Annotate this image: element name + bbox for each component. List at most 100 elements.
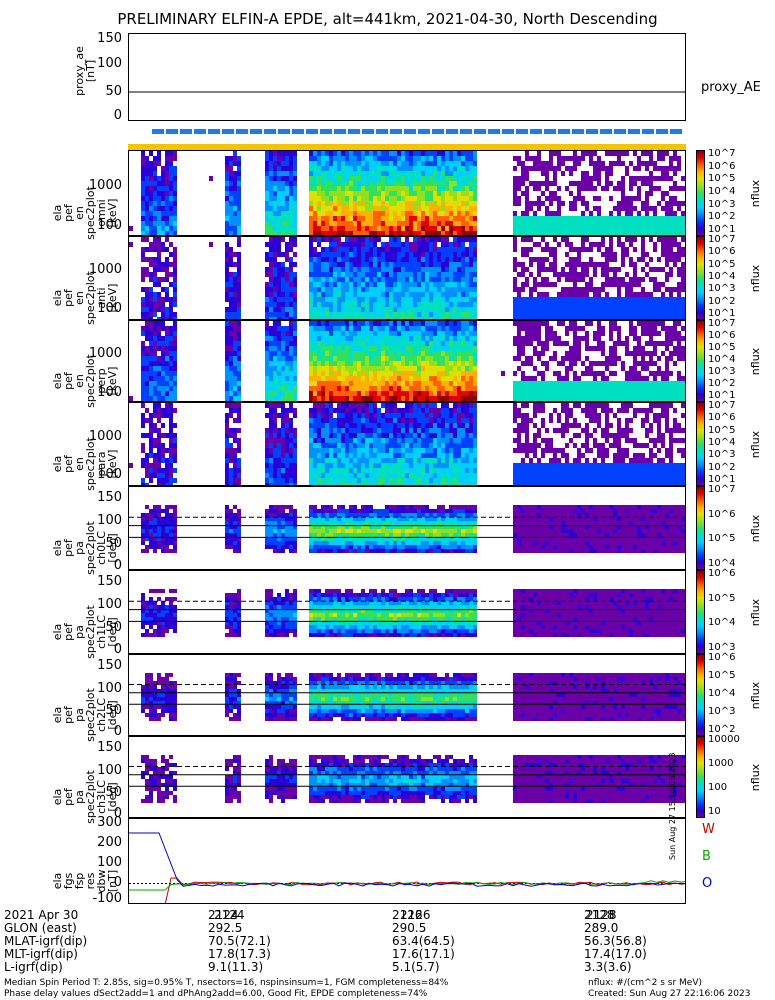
spectrogram-cell [529, 166, 533, 171]
spectrogram-cell [325, 211, 329, 216]
spectrogram-cell [157, 433, 161, 438]
spectrogram-cell [405, 176, 409, 181]
spectrogram-cell [157, 428, 161, 433]
spectrogram-cell [381, 302, 385, 307]
spectrogram-cell [313, 252, 317, 257]
spectrogram-cell [225, 282, 229, 287]
spectrogram-cell [577, 287, 581, 292]
spectrogram-cell [609, 267, 613, 272]
spectrogram-cell [613, 267, 617, 272]
spectrogram-cell [429, 302, 433, 307]
spectrogram-cell [453, 366, 457, 371]
spectrogram-cell [573, 326, 577, 331]
spectrogram-cell [601, 216, 605, 221]
status-blue-segment [152, 129, 164, 134]
spectrogram-cell [325, 356, 329, 361]
spectrogram-cell [237, 292, 241, 297]
spectrogram-cell [441, 317, 445, 319]
spectrogram-cell [169, 156, 173, 161]
spectrogram-cell [537, 307, 541, 312]
spectrogram-cell [313, 326, 317, 331]
spectrogram-cell [277, 216, 281, 221]
spectrogram-cell [381, 366, 385, 371]
spectrogram-cell [361, 292, 365, 297]
spectrogram-cell [629, 277, 633, 282]
spectrogram-cell [377, 206, 381, 211]
spectrogram-cell [433, 287, 437, 292]
spectrogram-cell [561, 221, 565, 226]
spectrogram-cell [653, 302, 657, 307]
spectrogram-cell [425, 331, 429, 336]
spectrogram-cell [369, 226, 373, 231]
spectrogram-cell [337, 321, 341, 326]
spectrogram-cell [441, 186, 445, 191]
spectrogram-cell [157, 151, 161, 156]
spectrogram-cell [145, 453, 149, 458]
spectrogram-cell [341, 361, 345, 366]
spectrogram-cell [581, 196, 585, 201]
spectrogram-cell [433, 262, 437, 267]
spectrogram-cell [569, 257, 573, 262]
spectrogram-cell [381, 336, 385, 341]
spectrogram-cell [409, 221, 413, 226]
spectrogram-cell [169, 231, 173, 235]
spectrogram-cell [145, 267, 149, 272]
spectrogram-cell [649, 186, 653, 191]
spectrogram-cell [329, 381, 333, 386]
spectrogram-cell [385, 371, 389, 376]
spectrogram-cell [169, 386, 173, 391]
spectrogram-cell [449, 297, 453, 302]
spectrogram-cell [317, 351, 321, 356]
spectrogram-cell [377, 297, 381, 302]
spectrogram-cell [381, 161, 385, 166]
spectrogram-cell [165, 237, 169, 242]
spectrogram-cell [577, 262, 581, 267]
spectrogram-cell [353, 282, 357, 287]
spectrogram-cell [441, 307, 445, 312]
spectrogram-cell [581, 381, 585, 386]
spectrogram-cell [525, 341, 529, 346]
spectrogram-cell [669, 292, 673, 297]
spectrogram-cell [657, 312, 661, 317]
spectrogram-cell [457, 292, 461, 297]
spectrogram-cell [677, 391, 681, 396]
spectrogram-cell [417, 201, 421, 206]
spectrogram-cell [341, 221, 345, 226]
spectrogram-cell [353, 326, 357, 331]
spectrogram-cell [645, 302, 649, 307]
spectrogram-cell [605, 181, 609, 186]
spectrogram-cell [473, 336, 477, 341]
spectrogram-cell [685, 237, 686, 242]
spectrogram-cell [593, 376, 597, 381]
spectrogram-cell [525, 361, 529, 366]
spectrogram-cell [157, 463, 161, 468]
spectrogram-cell [649, 381, 653, 386]
spectrogram-cell [157, 356, 161, 361]
spectrogram-cell [685, 391, 686, 396]
spectrogram-cell [469, 186, 473, 191]
spectrogram-cell [453, 191, 457, 196]
spectrogram-cell [545, 307, 549, 312]
spectrogram-cell [369, 297, 373, 302]
spectrogram-cell [541, 321, 545, 326]
spectrogram-cell [665, 257, 669, 262]
spectrogram-cell [649, 341, 653, 346]
spectrogram-cell [145, 307, 149, 312]
spectrogram-cell [385, 361, 389, 366]
spectrogram-cell [141, 381, 145, 386]
spectrogram-cell [145, 166, 149, 171]
spectrogram-cell [473, 292, 477, 297]
spectrogram-cell [441, 252, 445, 257]
spectrogram-cell [321, 292, 325, 297]
ae-legend: proxy_AE [701, 80, 761, 95]
spectrogram-cell [285, 166, 289, 171]
spectrogram-cell [429, 356, 433, 361]
spectrogram-cell [457, 191, 461, 196]
spectrogram-cell [593, 171, 597, 176]
spectrogram-cell [613, 302, 617, 307]
spectrogram-cell [437, 341, 441, 346]
spectrogram-cell [553, 331, 557, 336]
spectrogram-cell [345, 396, 349, 401]
spectrogram-cell [233, 282, 237, 287]
spectrogram-cell [393, 277, 397, 282]
